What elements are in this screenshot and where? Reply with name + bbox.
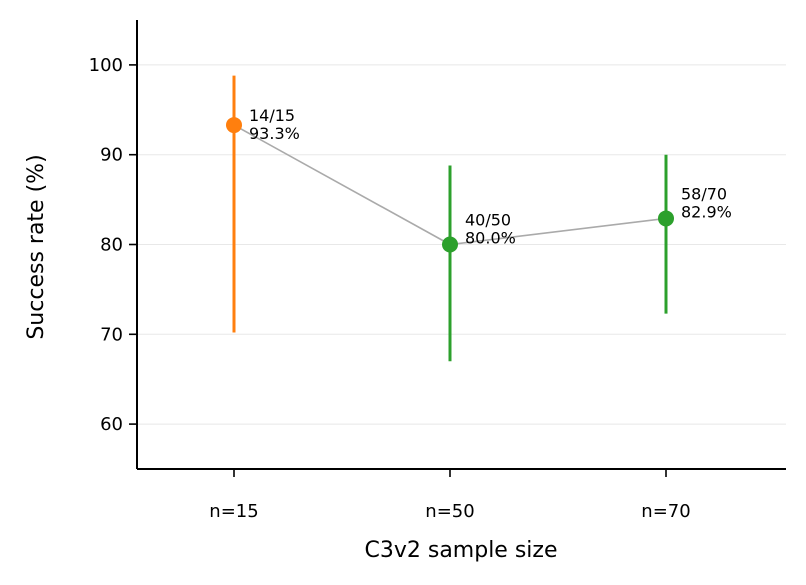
point-percent-label: 82.9%	[681, 202, 732, 221]
y-tick-label: 70	[100, 324, 123, 345]
data-point	[442, 236, 458, 253]
point-count-label: 14/15	[249, 106, 295, 125]
x-tick-label: n=15	[209, 501, 258, 522]
y-tick-label: 80	[100, 235, 123, 256]
tick-layer: 60 70 80 90 100 n=15 n=50 n=70	[89, 55, 691, 522]
point-layer	[226, 117, 674, 253]
data-point	[658, 210, 674, 227]
y-tick-label: 90	[100, 145, 123, 166]
grid-layer	[137, 64, 786, 425]
errorbar-layer	[232, 75, 668, 362]
x-tick-label: n=50	[425, 501, 474, 522]
point-count-label: 40/50	[465, 211, 511, 230]
data-point	[226, 117, 242, 134]
point-count-label: 58/70	[681, 184, 727, 203]
x-tick-label: n=70	[641, 501, 690, 522]
point-percent-label: 93.3%	[249, 124, 300, 143]
y-tick-label: 100	[89, 55, 123, 76]
x-axis-title: C3v2 sample size	[364, 538, 557, 563]
y-tick-label: 60	[100, 414, 123, 435]
y-axis-title: Success rate (%)	[24, 154, 49, 339]
point-percent-label: 80.0%	[465, 229, 516, 248]
